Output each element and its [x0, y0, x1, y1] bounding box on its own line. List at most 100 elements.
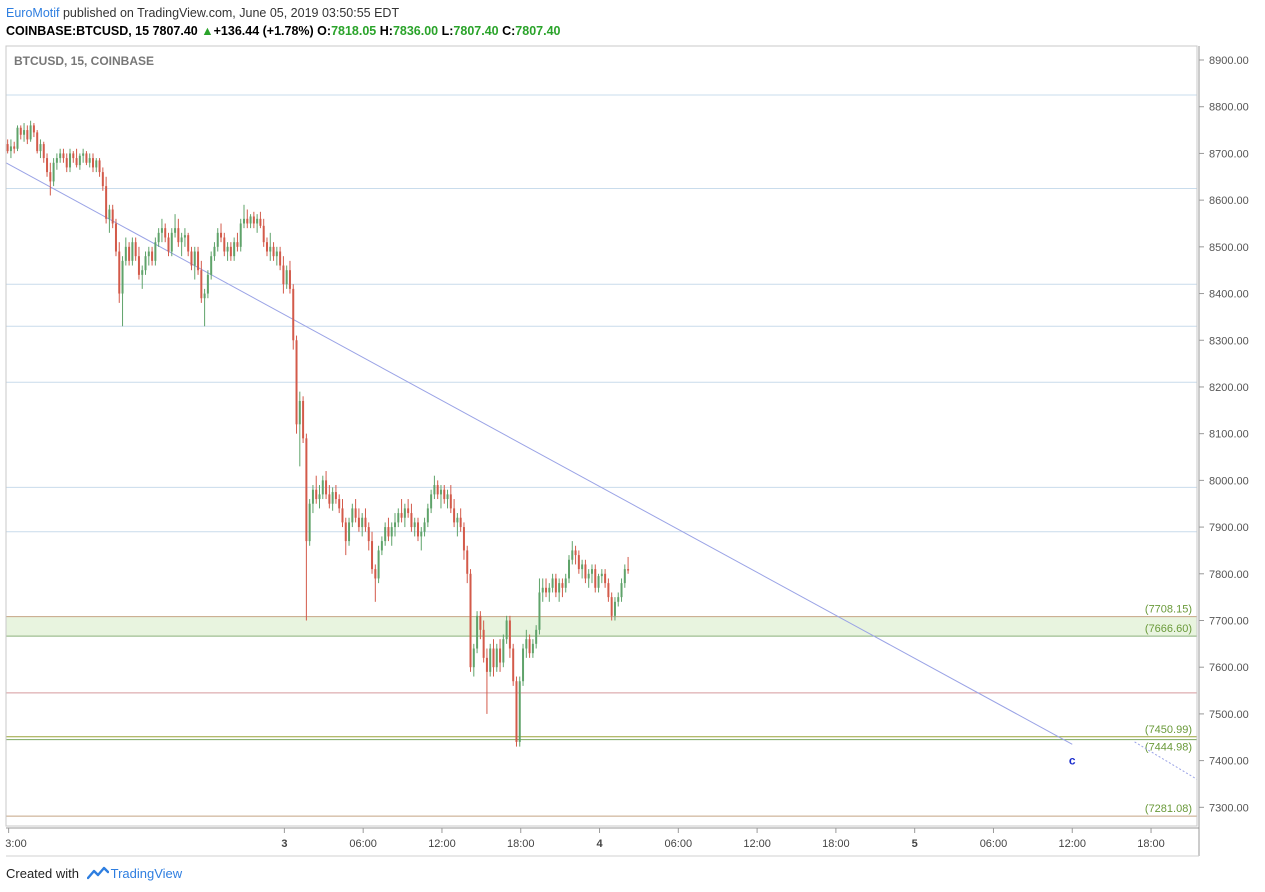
candle-body: [466, 550, 469, 574]
candle-body: [220, 232, 223, 238]
candle-body: [154, 242, 157, 261]
trendline-main: [5, 162, 1073, 745]
candle-body: [597, 576, 600, 588]
candle-body: [522, 648, 525, 682]
candle-body: [144, 256, 147, 271]
candles: [6, 120, 630, 747]
candle-body: [137, 256, 140, 275]
candle-body: [594, 569, 597, 588]
chart-title: BTCUSD, 15, COINBASE: [14, 54, 154, 68]
candle-body: [403, 508, 406, 518]
candle-body: [256, 218, 259, 224]
time-tick-label: 18:00: [1137, 838, 1165, 850]
candle-body: [233, 242, 236, 257]
symbol-label: COINBASE:BTCUSD, 15: [6, 24, 150, 38]
candle-body: [518, 681, 521, 742]
candle-body: [535, 629, 538, 644]
candle-body: [46, 158, 49, 173]
candle-body: [587, 573, 590, 579]
time-tick-label: 06:00: [980, 838, 1008, 850]
published-text: published on TradingView.com, June 05, 2…: [62, 6, 400, 20]
candle-body: [131, 242, 134, 261]
candle-body: [16, 127, 19, 149]
trendline-projection: [1134, 741, 1198, 780]
level-label: (7708.15): [1145, 604, 1192, 616]
candle-body: [502, 639, 505, 663]
candle-body: [423, 522, 426, 532]
candle-body: [23, 130, 26, 135]
candle-body: [344, 522, 347, 542]
level-label: (7281.08): [1145, 803, 1192, 815]
candle-body: [377, 550, 380, 579]
candle-body: [443, 489, 446, 500]
candle-body: [279, 251, 282, 266]
candle-body: [157, 232, 160, 243]
time-tick-label: 18:00: [822, 838, 850, 850]
candle-body: [456, 517, 459, 523]
candle-body: [62, 153, 65, 159]
candle-body: [416, 522, 419, 537]
publisher-name[interactable]: EuroMotif: [6, 6, 60, 20]
price-tick-label: 8000.00: [1209, 475, 1249, 487]
price-tick-label: 8400.00: [1209, 289, 1249, 301]
candle-body: [476, 615, 479, 649]
candle-body: [387, 527, 390, 537]
ohlc-line: COINBASE:BTCUSD, 15 7807.40 ▲+136.44 (+1…: [6, 22, 1256, 40]
candle-body: [374, 569, 377, 579]
candle-body: [55, 158, 58, 163]
candle-body: [29, 125, 32, 140]
candle-body: [203, 293, 206, 299]
candle-body: [472, 648, 475, 668]
candle-body: [554, 578, 557, 593]
candle-body: [545, 587, 548, 593]
candle-body: [512, 648, 515, 682]
candle-body: [459, 517, 462, 528]
time-axis[interactable]: 3:00 3 06:00 12:00 18:00 4 06:00 12:00 18:00 5 06:…: [5, 828, 1165, 850]
candle-body: [210, 256, 213, 275]
high-label: H:: [379, 24, 393, 38]
price-tick-label: 8800.00: [1209, 102, 1249, 114]
candle-body: [282, 265, 285, 285]
candle-body: [49, 172, 52, 182]
candle-body: [499, 648, 502, 663]
candle-body: [361, 517, 364, 528]
candle-body: [13, 146, 16, 149]
candle-body: [190, 251, 193, 266]
time-tick-label: 5: [912, 838, 918, 850]
candle-body: [19, 127, 22, 135]
candle-body: [82, 153, 85, 156]
candle-body: [164, 228, 167, 238]
candle-body: [613, 601, 616, 616]
candle-body: [147, 251, 150, 257]
candle-body: [469, 573, 472, 668]
time-tick-label: 18:00: [507, 838, 535, 850]
time-tick-label: 12:00: [428, 838, 456, 850]
price-tick-label: 7500.00: [1209, 709, 1249, 721]
candle-body: [160, 228, 163, 233]
price-axis[interactable]: 7300.00 7400.00 7500.00 7600.00 7700.00 7800.…: [1199, 55, 1249, 814]
candle-body: [364, 517, 367, 528]
candle-body: [607, 583, 610, 598]
candle-body: [357, 517, 360, 528]
candle-body: [249, 216, 252, 224]
tradingview-brand[interactable]: TradingView: [110, 866, 183, 881]
candle-body: [604, 573, 607, 584]
candle-body: [568, 559, 571, 579]
candle-body: [85, 153, 88, 163]
candle-body: [239, 223, 242, 247]
candle-body: [541, 587, 544, 593]
candle-body: [118, 251, 121, 294]
candle-body: [151, 251, 154, 261]
candle-body: [380, 541, 383, 551]
close-label: C:: [502, 24, 516, 38]
support-zone-band: [6, 616, 1197, 637]
candle-body: [98, 160, 101, 173]
candle-body: [525, 639, 528, 649]
time-tick-label: 06:00: [349, 838, 377, 850]
price-tick-label: 7700.00: [1209, 615, 1249, 627]
candle-body: [489, 648, 492, 672]
candle-body: [285, 270, 288, 285]
trendline[interactable]: [5, 162, 1198, 780]
candle-body: [252, 216, 255, 224]
